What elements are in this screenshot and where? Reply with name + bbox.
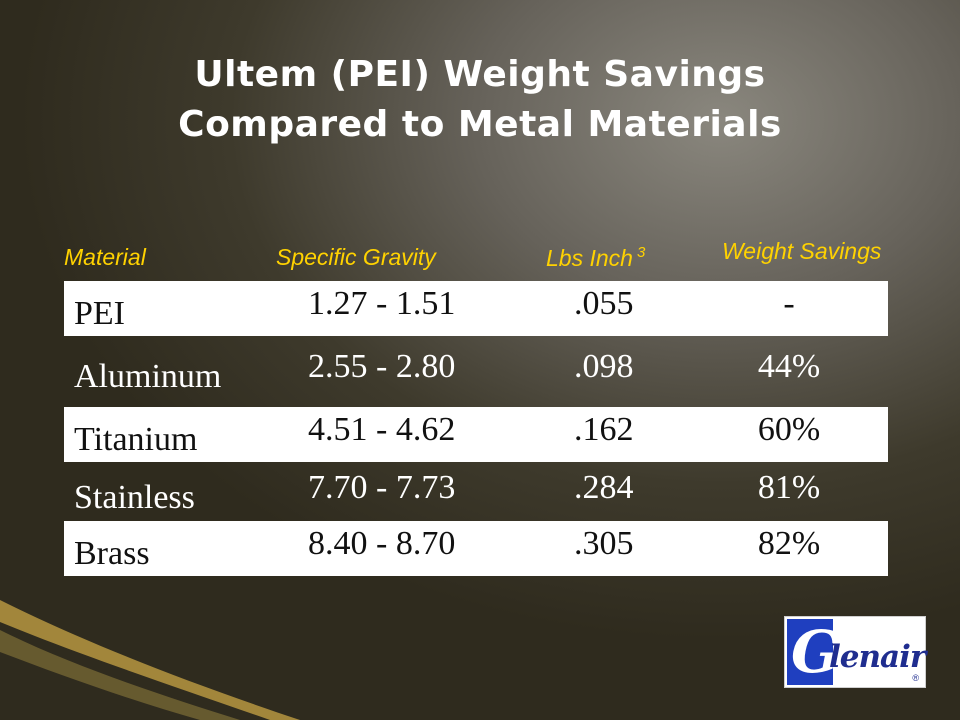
header-specific-gravity: Specific Gravity — [276, 244, 436, 270]
table-row: Titanium 4.51 - 4.62 .162 60% — [64, 407, 888, 462]
logo-registered-mark: ® — [912, 673, 919, 683]
cell-material: Aluminum — [74, 358, 222, 395]
table-row: Brass 8.40 - 8.70 .305 82% — [64, 521, 888, 576]
slide-title: Ultem (PEI) Weight Savings Compared to M… — [0, 50, 960, 150]
cell-lbs-inch: .098 — [574, 348, 634, 385]
table-row: Aluminum 2.55 - 2.80 .098 44% — [64, 344, 888, 399]
header-material: Material — [64, 244, 146, 270]
cell-weight-savings: 44% — [757, 348, 821, 385]
cell-material: Brass — [74, 535, 150, 572]
cell-weight-savings: - — [783, 285, 795, 322]
title-line-1: Ultem (PEI) Weight Savings — [194, 54, 766, 95]
logo-initial: G — [791, 618, 841, 686]
cell-specific-gravity: 4.51 - 4.62 — [308, 411, 456, 448]
cell-lbs-inch: .162 — [574, 411, 634, 448]
cell-material: Stainless — [74, 479, 195, 516]
cell-weight-savings: 60% — [757, 411, 821, 448]
cell-material: PEI — [74, 295, 125, 332]
header-lbs-inch: Lbs Inch 3 — [546, 244, 645, 272]
title-line-2: Compared to Metal Materials — [178, 104, 782, 145]
cell-specific-gravity: 2.55 - 2.80 — [308, 348, 456, 385]
cell-material: Titanium — [74, 421, 198, 458]
table-row: PEI 1.27 - 1.51 .055 - — [64, 281, 888, 336]
logo-wordmark: lenair — [829, 639, 926, 675]
cell-specific-gravity: 8.40 - 8.70 — [308, 525, 456, 562]
header-lbs-inch-exponent: 3 — [636, 244, 646, 261]
cell-lbs-inch: .284 — [574, 469, 634, 506]
decorative-swoosh — [0, 600, 300, 720]
cell-weight-savings: 81% — [757, 469, 821, 506]
glenair-logo: G lenair ® — [784, 616, 926, 688]
table-row: Stainless 7.70 - 7.73 .284 81% — [64, 465, 888, 520]
header-lbs-inch-label: Lbs Inch — [546, 245, 633, 271]
header-weight-savings: Weight Savings — [722, 238, 882, 264]
cell-specific-gravity: 1.27 - 1.51 — [308, 285, 456, 322]
cell-weight-savings: 82% — [757, 525, 821, 562]
cell-specific-gravity: 7.70 - 7.73 — [308, 469, 456, 506]
cell-lbs-inch: .055 — [574, 285, 634, 322]
logo-tile — [787, 619, 833, 685]
cell-lbs-inch: .305 — [574, 525, 634, 562]
